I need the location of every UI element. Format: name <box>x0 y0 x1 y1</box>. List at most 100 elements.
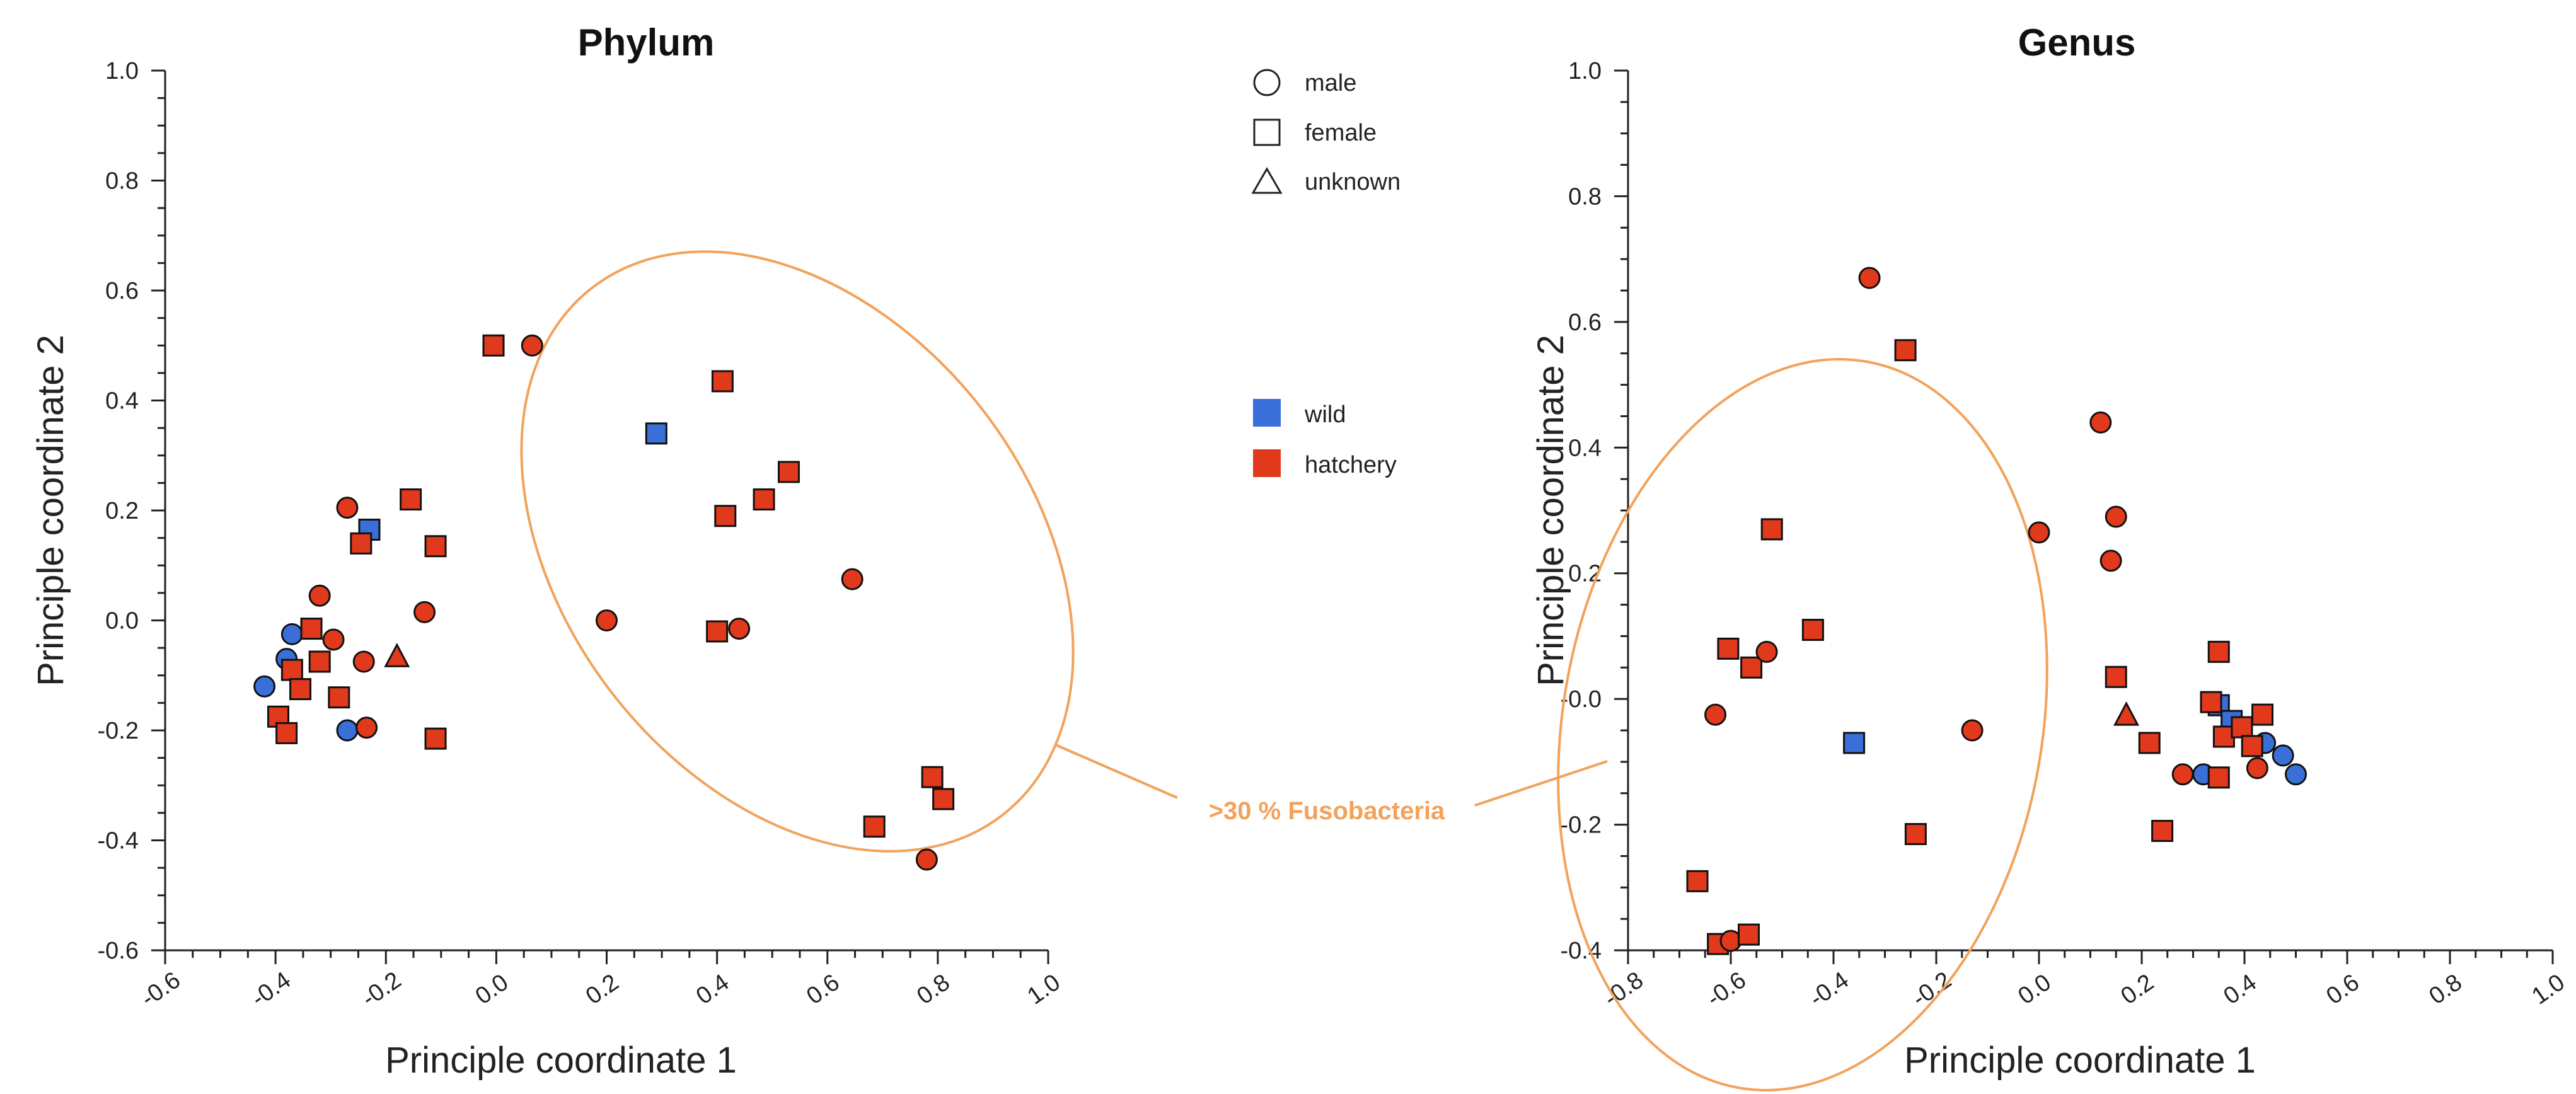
phylum-point-hatchery-square <box>863 815 886 838</box>
phylum-x-tick-label: 1.0 <box>1022 969 1065 1010</box>
legend-female-label: female <box>1305 120 1377 146</box>
genus-point-hatchery-circle <box>2099 550 2122 572</box>
genus-y-tick-label: 0.2 <box>1568 561 1602 587</box>
phylum-point-wild-square <box>645 422 667 445</box>
legend-unknown-label: unknown <box>1305 169 1401 195</box>
genus-x-tick-label: 0.2 <box>2116 969 2158 1010</box>
phylum-y-tick-label: 0.6 <box>105 278 139 304</box>
genus-point-wild-circle <box>2285 763 2307 786</box>
phylum-x-tick-label: 0.0 <box>471 969 513 1010</box>
phylum-title: Phylum <box>578 21 715 64</box>
legend: male female unknown wild hatchery <box>1251 69 1401 478</box>
phylum-point-hatchery-square <box>777 461 800 483</box>
genus-point-hatchery-square <box>2200 691 2222 713</box>
phylum-point-hatchery-square <box>300 618 323 640</box>
phylum-point-hatchery-square <box>711 370 734 393</box>
genus-point-hatchery-square <box>2138 732 2161 754</box>
phylum-x-tick-label: 0.2 <box>581 969 623 1010</box>
legend-circle-icon <box>1253 69 1281 96</box>
phylum-point-hatchery-square <box>289 678 312 701</box>
phylum-point-hatchery-circle <box>596 609 618 631</box>
genus-point-hatchery-square <box>1904 823 1927 846</box>
phylum-point-hatchery-square <box>275 722 298 744</box>
phylum-cluster-ellipse <box>520 250 1075 853</box>
genus-point-hatchery-circle <box>1755 640 1778 663</box>
phylum-x-tick-label: -0.6 <box>136 967 185 1012</box>
phylum-point-hatchery-square <box>714 505 737 527</box>
phylum-point-hatchery-circle <box>521 334 543 357</box>
legend-wild-swatch <box>1253 399 1281 427</box>
phylum-point-hatchery-circle <box>322 628 345 651</box>
phylum-point-hatchery-square <box>328 686 350 709</box>
phylum-point-hatchery-triangle <box>384 643 410 667</box>
genus-point-hatchery-circle <box>2105 505 2127 528</box>
genus-point-hatchery-square <box>1717 637 1740 660</box>
genus-x-tick-label: -0.4 <box>1805 967 1854 1012</box>
genus-x-tick-label: 0.0 <box>2013 969 2055 1010</box>
genus-title: Genus <box>2018 21 2136 64</box>
legend-wild-label: wild <box>1304 401 1346 428</box>
genus-x-tick-label: 0.4 <box>2219 969 2261 1010</box>
phylum-point-hatchery-circle <box>355 717 378 739</box>
genus-point-hatchery-square <box>2105 665 2127 688</box>
phylum-point-hatchery-circle <box>352 650 375 673</box>
genus-point-hatchery-circle <box>1858 267 1881 289</box>
phylum-point-hatchery-square <box>932 788 955 810</box>
phylum-y-tick-label: 0.8 <box>105 168 139 195</box>
genus-y-tick-label: 0.8 <box>1568 183 1602 210</box>
phylum-point-hatchery-square <box>400 488 422 511</box>
genus-point-hatchery-square <box>2207 766 2230 789</box>
phylum-ticks: -0.6 -0.4 -0.2 0.0 0.2 0.4 0.6 0.8 1.0 -0.6 -0.4 -0… <box>98 58 1065 1012</box>
legend-hatchery-swatch <box>1253 449 1281 477</box>
genus-point-hatchery-square <box>2212 725 2235 748</box>
phylum-point-hatchery-circle <box>841 568 863 590</box>
phylum-x-label: Principle coordinate 1 <box>385 1040 737 1081</box>
genus-cluster-ellipse <box>1557 358 2048 1091</box>
phylum-point-hatchery-square <box>706 620 729 643</box>
phylum-y-tick-label: -0.4 <box>98 828 139 855</box>
phylum-x-tick-label: -0.4 <box>246 967 296 1012</box>
genus-point-hatchery-square <box>1894 339 1917 362</box>
genus-point-hatchery-square <box>2251 703 2274 726</box>
phylum-point-wild-circle <box>253 675 276 698</box>
phylum-y-tick-label: -0.2 <box>98 718 139 744</box>
genus-y-tick-label: -0.2 <box>1561 812 1602 839</box>
phylum-point-hatchery-square <box>482 334 505 357</box>
genus-point-hatchery-square <box>1740 656 1763 679</box>
phylum-point-hatchery-circle <box>413 601 436 623</box>
phylum-y-tick-label: 1.0 <box>105 58 139 84</box>
genus-ticks: -0.8 -0.6 -0.4 -0.2 0.0 0.2 0.4 0.6 0.8 1.0-0.4-0… <box>1561 58 2570 1012</box>
phylum-panel: Phylum -0.6 -0.4 -0.2 0.0 0.2 0.4 0.6 0.8 1.0 -0.… <box>30 21 1075 1081</box>
phylum-y-tick-label: 0.2 <box>105 498 139 524</box>
phylum-x-tick-label: 0.8 <box>912 969 954 1010</box>
legend-male-label: male <box>1305 70 1356 96</box>
genus-point-hatchery-triangle <box>2113 701 2140 726</box>
phylum-point-hatchery-square <box>350 532 373 555</box>
genus-y-tick-label: 0.4 <box>1568 435 1602 461</box>
annotation-label: >30 % Fusobacteria <box>1209 797 1445 825</box>
genus-points <box>1686 267 2307 955</box>
genus-point-hatchery-circle <box>2028 521 2050 544</box>
phylum-point-hatchery-circle <box>336 497 359 519</box>
genus-point-hatchery-square <box>1801 618 1824 641</box>
genus-point-hatchery-circle <box>1704 703 1727 726</box>
phylum-point-hatchery-square <box>308 650 331 673</box>
genus-point-hatchery-square <box>1760 518 1783 541</box>
phylum-y-tick-label: 0.4 <box>105 388 139 415</box>
phylum-point-wild-circle <box>336 719 359 742</box>
fusobacteria-annotation: >30 % Fusobacteria <box>1055 744 1608 825</box>
genus-panel: Genus -0.8 -0.6 -0.4 -0.2 0.0 0.2 0.4 0.6 0.8 1.0… <box>1530 21 2570 1091</box>
genus-point-wild-circle <box>2272 744 2294 767</box>
phylum-y-label: Principle coordinate 2 <box>30 335 71 686</box>
phylum-point-hatchery-square <box>280 659 303 681</box>
genus-y-tick-label: -0.0 <box>1561 686 1602 713</box>
phylum-point-hatchery-square <box>424 727 447 750</box>
genus-x-tick-label: -0.8 <box>1599 967 1648 1012</box>
annotation-line-right <box>1474 760 1608 807</box>
genus-x-tick-label: 0.8 <box>2424 969 2466 1010</box>
genus-x-tick-label: -0.6 <box>1702 967 1751 1012</box>
genus-point-hatchery-square <box>1738 923 1760 946</box>
annotation-line-left <box>1055 744 1178 799</box>
genus-point-hatchery-circle <box>2171 763 2194 786</box>
